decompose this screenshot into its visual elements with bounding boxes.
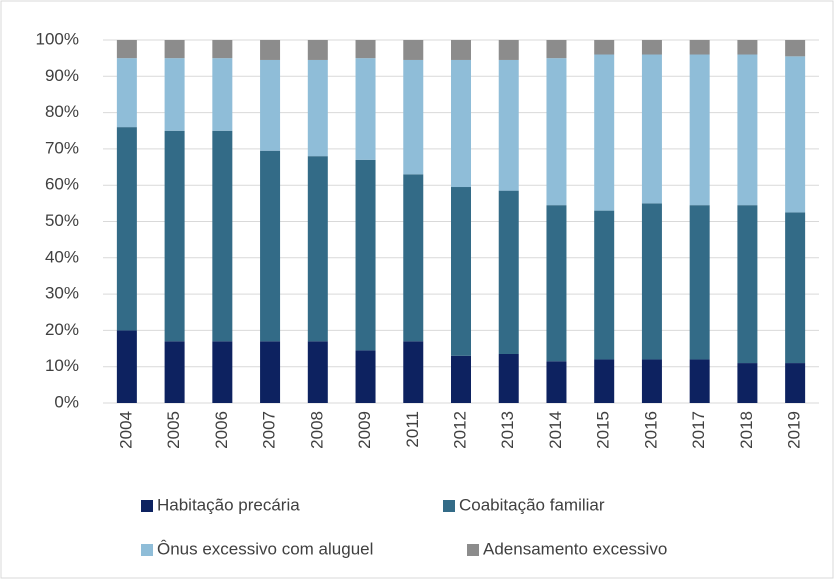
x-tick-label: 2014 (546, 411, 565, 449)
x-tick-label: 2009 (355, 411, 374, 449)
x-tick-label: 2018 (737, 411, 756, 449)
legend-label: Coabitação familiar (459, 495, 605, 514)
x-tick-label: 2013 (498, 411, 517, 449)
bar-segment (737, 363, 758, 403)
bar-segment (594, 40, 615, 55)
legend-swatch (467, 544, 479, 556)
bar-segment (403, 174, 424, 342)
bar-segment (451, 355, 471, 403)
bar-segment (689, 54, 710, 206)
bar-segment (260, 40, 281, 60)
bar-segment (641, 359, 662, 403)
bar-segment (260, 59, 281, 151)
bar-segment (355, 58, 376, 160)
bar-segment (116, 330, 137, 403)
y-tick-label: 90% (45, 66, 79, 85)
bar-segment (451, 40, 471, 60)
bar-segment (785, 40, 806, 57)
y-tick-label: 70% (45, 138, 79, 157)
bar-segment (737, 205, 758, 364)
y-tick-label: 10% (45, 356, 79, 375)
bar-segment (594, 359, 615, 403)
bar-segment (451, 59, 471, 188)
bar-segment (260, 150, 281, 342)
bar-segment (498, 353, 519, 403)
bar-segment (403, 40, 424, 60)
y-tick-label: 60% (45, 175, 79, 194)
legend-label: Habitação precária (157, 495, 300, 514)
x-tick-label: 2008 (307, 411, 326, 449)
bar-segment (164, 40, 185, 59)
x-tick-label: 2017 (689, 411, 708, 449)
bar-segment (212, 58, 233, 131)
bar-segment (116, 58, 137, 128)
legend-swatch (443, 500, 455, 512)
y-tick-label: 30% (45, 284, 79, 303)
bar-segment (785, 212, 806, 364)
bar-segment (641, 54, 662, 204)
y-tick-label: 20% (45, 320, 79, 339)
bar-segment (451, 187, 471, 356)
y-tick-label: 40% (45, 247, 79, 266)
x-tick-label: 2019 (785, 411, 804, 449)
x-tick-label: 2007 (260, 411, 279, 449)
bar-segment (212, 341, 233, 403)
bar-segment (307, 59, 328, 157)
bar-segment (546, 361, 567, 403)
y-tick-label: 100% (36, 29, 79, 48)
bar-segment (212, 40, 233, 59)
bar-segment (546, 58, 567, 206)
y-tick-label: 50% (45, 211, 79, 230)
bar-segment (594, 210, 615, 360)
bar-segment (498, 59, 519, 191)
bar-segment (355, 350, 376, 403)
legend-label: Adensamento excessivo (483, 539, 667, 558)
bar-segment (116, 127, 137, 331)
y-tick-label: 80% (45, 102, 79, 121)
x-tick-label: 2012 (450, 411, 469, 449)
bar-segment (116, 40, 137, 59)
bar-segment (307, 341, 328, 403)
bar-segment (498, 190, 519, 354)
bar-segment (785, 56, 806, 213)
x-tick-label: 2006 (212, 411, 231, 449)
bar-segment (307, 156, 328, 342)
bar-segment (498, 40, 519, 60)
legend-swatch (141, 500, 153, 512)
bar-segment (260, 341, 281, 403)
bar-segment (307, 40, 328, 60)
bar-segment (355, 40, 376, 59)
bar-segment (212, 130, 233, 342)
legend-swatch (141, 544, 153, 556)
x-tick-label: 2004 (116, 411, 135, 449)
bar-segment (689, 205, 710, 360)
bar-segment (164, 341, 185, 403)
bar-segment (641, 203, 662, 360)
bar-segment (785, 363, 806, 403)
y-tick-label: 0% (54, 392, 79, 411)
bar-segment (641, 40, 662, 55)
bar-segment (689, 359, 710, 403)
bar-segment (403, 341, 424, 403)
x-tick-label: 2005 (164, 411, 183, 449)
bar-segment (164, 130, 185, 342)
x-tick-label: 2011 (403, 411, 422, 448)
x-tick-label: 2015 (594, 411, 613, 449)
bar-segment (737, 54, 758, 206)
x-tick-label: 2016 (641, 411, 660, 449)
bar-segment (546, 205, 567, 362)
bar-segment (355, 159, 376, 351)
bar-segment (546, 40, 567, 59)
legend-label: Ônus excessivo com aluguel (157, 539, 373, 558)
bar-segment (594, 54, 615, 211)
bar-segment (164, 58, 185, 131)
bar-segment (689, 40, 710, 55)
bar-segment (403, 59, 424, 175)
bar-segment (737, 40, 758, 55)
